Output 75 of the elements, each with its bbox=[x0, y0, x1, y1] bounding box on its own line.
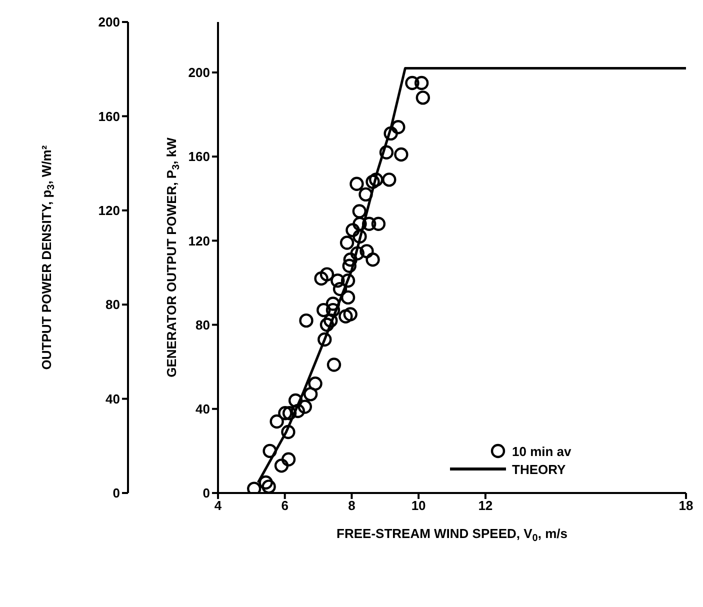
x-tick-label: 10 bbox=[411, 498, 426, 514]
point bbox=[405, 76, 420, 90]
x-tick-label: 8 bbox=[348, 498, 356, 514]
y-tick-label: 0 bbox=[202, 486, 210, 501]
y-tick-label: 80 bbox=[196, 317, 210, 332]
y-tick-label: 40 bbox=[196, 402, 210, 417]
point bbox=[290, 404, 305, 418]
y2-tick-label: 0 bbox=[112, 486, 120, 501]
point bbox=[362, 216, 376, 231]
point bbox=[278, 406, 292, 420]
point bbox=[366, 252, 380, 267]
point bbox=[352, 229, 367, 244]
point bbox=[340, 274, 356, 288]
point bbox=[379, 145, 394, 160]
point bbox=[366, 174, 380, 189]
y2-tick-label: 120 bbox=[98, 203, 120, 218]
point bbox=[318, 332, 332, 347]
point bbox=[350, 176, 364, 192]
point bbox=[298, 400, 312, 414]
y-tick-label: 200 bbox=[188, 65, 210, 80]
x-tick-label: 4 bbox=[214, 498, 222, 514]
point bbox=[340, 290, 356, 305]
point bbox=[371, 216, 386, 231]
point bbox=[299, 313, 314, 328]
point bbox=[326, 302, 340, 318]
point bbox=[308, 376, 322, 391]
y-tick-label: 160 bbox=[188, 149, 210, 164]
point bbox=[343, 307, 358, 322]
legend-label: 10 min av bbox=[512, 444, 572, 458]
point bbox=[382, 172, 396, 187]
point bbox=[384, 126, 398, 141]
point bbox=[281, 424, 296, 440]
legend-label: THEORY bbox=[512, 462, 566, 476]
y2-tick-label: 40 bbox=[106, 391, 120, 406]
y-tick-label: 120 bbox=[188, 233, 210, 248]
point bbox=[288, 393, 303, 408]
point bbox=[274, 458, 289, 473]
point bbox=[258, 475, 273, 490]
point bbox=[416, 90, 430, 105]
point bbox=[320, 267, 334, 282]
point bbox=[352, 216, 367, 231]
point bbox=[282, 406, 297, 420]
point bbox=[360, 244, 374, 258]
point bbox=[330, 274, 345, 288]
y2-tick-label: 200 bbox=[98, 14, 120, 30]
point bbox=[391, 120, 406, 134]
y2-tick-label: 160 bbox=[98, 108, 120, 124]
x-tick-label: 18 bbox=[678, 498, 694, 514]
point bbox=[343, 252, 358, 267]
point bbox=[340, 236, 354, 250]
point bbox=[303, 387, 318, 402]
x-tick-label: 6 bbox=[281, 498, 288, 514]
point bbox=[414, 76, 429, 90]
point bbox=[350, 246, 364, 260]
point bbox=[342, 258, 356, 274]
point bbox=[281, 452, 296, 466]
point bbox=[326, 358, 342, 372]
point bbox=[358, 187, 373, 202]
y2-tick-label: 80 bbox=[106, 297, 120, 312]
point bbox=[270, 414, 284, 429]
point bbox=[262, 480, 276, 493]
point bbox=[352, 204, 367, 218]
point bbox=[332, 282, 348, 296]
point bbox=[338, 309, 353, 324]
point bbox=[316, 302, 331, 318]
point bbox=[262, 444, 277, 458]
x-tick-label: 12 bbox=[478, 498, 493, 514]
point bbox=[346, 223, 360, 238]
point bbox=[320, 318, 334, 332]
point bbox=[394, 147, 408, 162]
point bbox=[326, 296, 340, 311]
x-axis-title: FREE-STREAM WIND SPEED, V$_{0}$, m/s bbox=[336, 526, 568, 544]
point bbox=[369, 172, 384, 187]
point bbox=[314, 271, 328, 286]
point bbox=[324, 313, 338, 328]
